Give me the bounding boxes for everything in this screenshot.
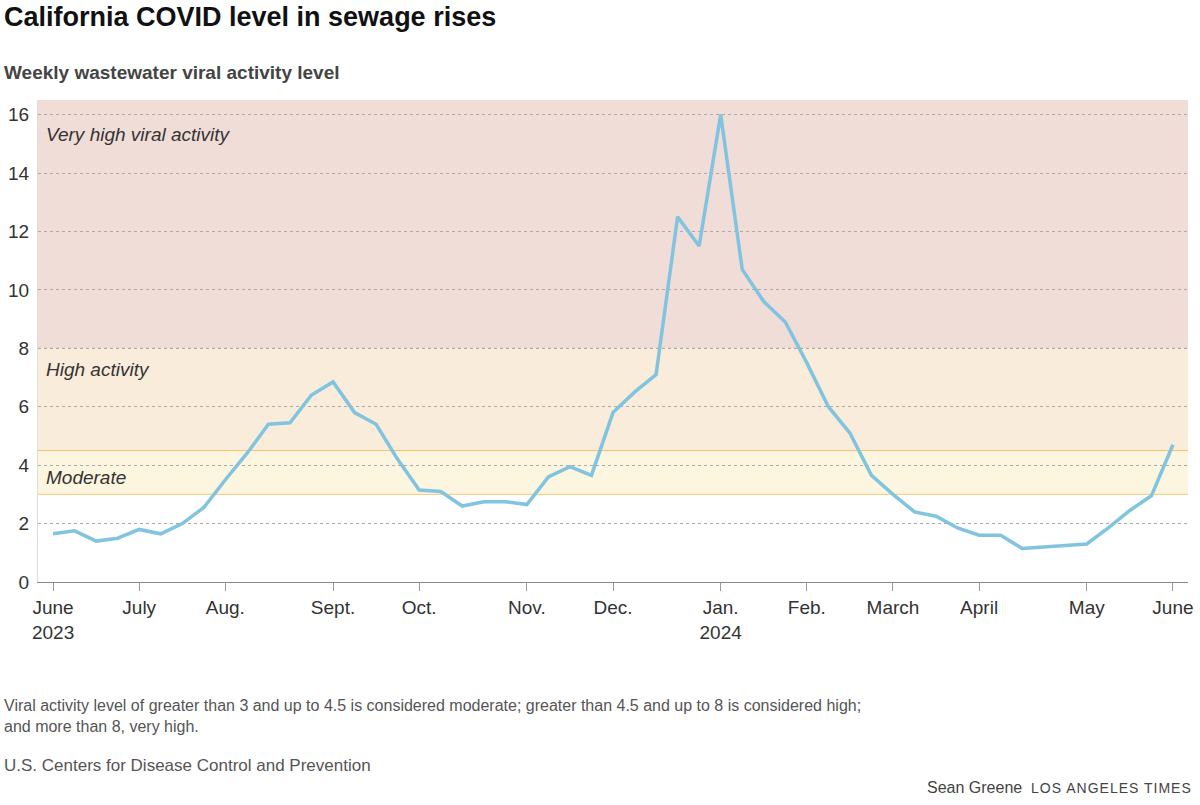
- svg-text:Aug.: Aug.: [206, 597, 245, 618]
- svg-text:Feb.: Feb.: [788, 597, 826, 618]
- svg-text:6: 6: [19, 396, 30, 417]
- svg-text:California COVID level in sewa: California COVID level in sewage rises: [4, 2, 496, 32]
- svg-text:June: June: [1152, 597, 1193, 618]
- svg-text:May: May: [1069, 597, 1105, 618]
- svg-text:8: 8: [19, 338, 30, 359]
- svg-text:March: March: [867, 597, 920, 618]
- svg-text:High activity: High activity: [46, 359, 150, 380]
- svg-text:2: 2: [19, 513, 30, 534]
- svg-text:June2023: June2023: [32, 597, 74, 643]
- svg-text:July: July: [122, 597, 156, 618]
- svg-text:Oct.: Oct.: [402, 597, 437, 618]
- svg-text:10: 10: [8, 280, 29, 301]
- svg-text:0: 0: [19, 572, 30, 593]
- svg-text:Dec.: Dec.: [593, 597, 632, 618]
- svg-text:16: 16: [8, 104, 29, 125]
- svg-text:12: 12: [8, 221, 29, 242]
- svg-text:April: April: [960, 597, 998, 618]
- svg-text:Sept.: Sept.: [311, 597, 355, 618]
- svg-text:Viral activity level of greate: Viral activity level of greater than 3 a…: [4, 697, 861, 735]
- svg-text:Jan.2024: Jan.2024: [700, 597, 743, 643]
- svg-text:Nov.: Nov.: [508, 597, 546, 618]
- svg-text:Weekly wastewater viral activi: Weekly wastewater viral activity level: [4, 62, 340, 83]
- svg-text:4: 4: [19, 455, 30, 476]
- svg-text:Moderate: Moderate: [46, 467, 126, 488]
- svg-text:14: 14: [8, 163, 30, 184]
- svg-text:Sean Greene LOS ANGELES TIMES: Sean Greene LOS ANGELES TIMES: [927, 779, 1192, 796]
- svg-text:U.S. Centers for Disease Contr: U.S. Centers for Disease Control and Pre…: [4, 756, 371, 775]
- svg-text:Very high viral activity: Very high viral activity: [46, 124, 231, 145]
